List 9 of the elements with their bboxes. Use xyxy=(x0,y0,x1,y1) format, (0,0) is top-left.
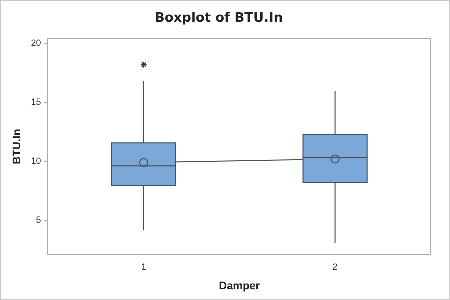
x-tick-label: 1 xyxy=(141,262,146,272)
y-tick-label: 10 xyxy=(31,156,42,166)
x-tick-label: 2 xyxy=(332,262,338,272)
x-axis-title: Damper xyxy=(219,280,261,292)
y-tick-label: 15 xyxy=(31,96,42,107)
y-axis-title: BTU.In xyxy=(12,128,24,165)
y-tick-label: 20 xyxy=(31,38,42,48)
chart-title: Boxplot of BTU.In xyxy=(154,11,284,26)
y-tick-label: 5 xyxy=(36,215,42,226)
